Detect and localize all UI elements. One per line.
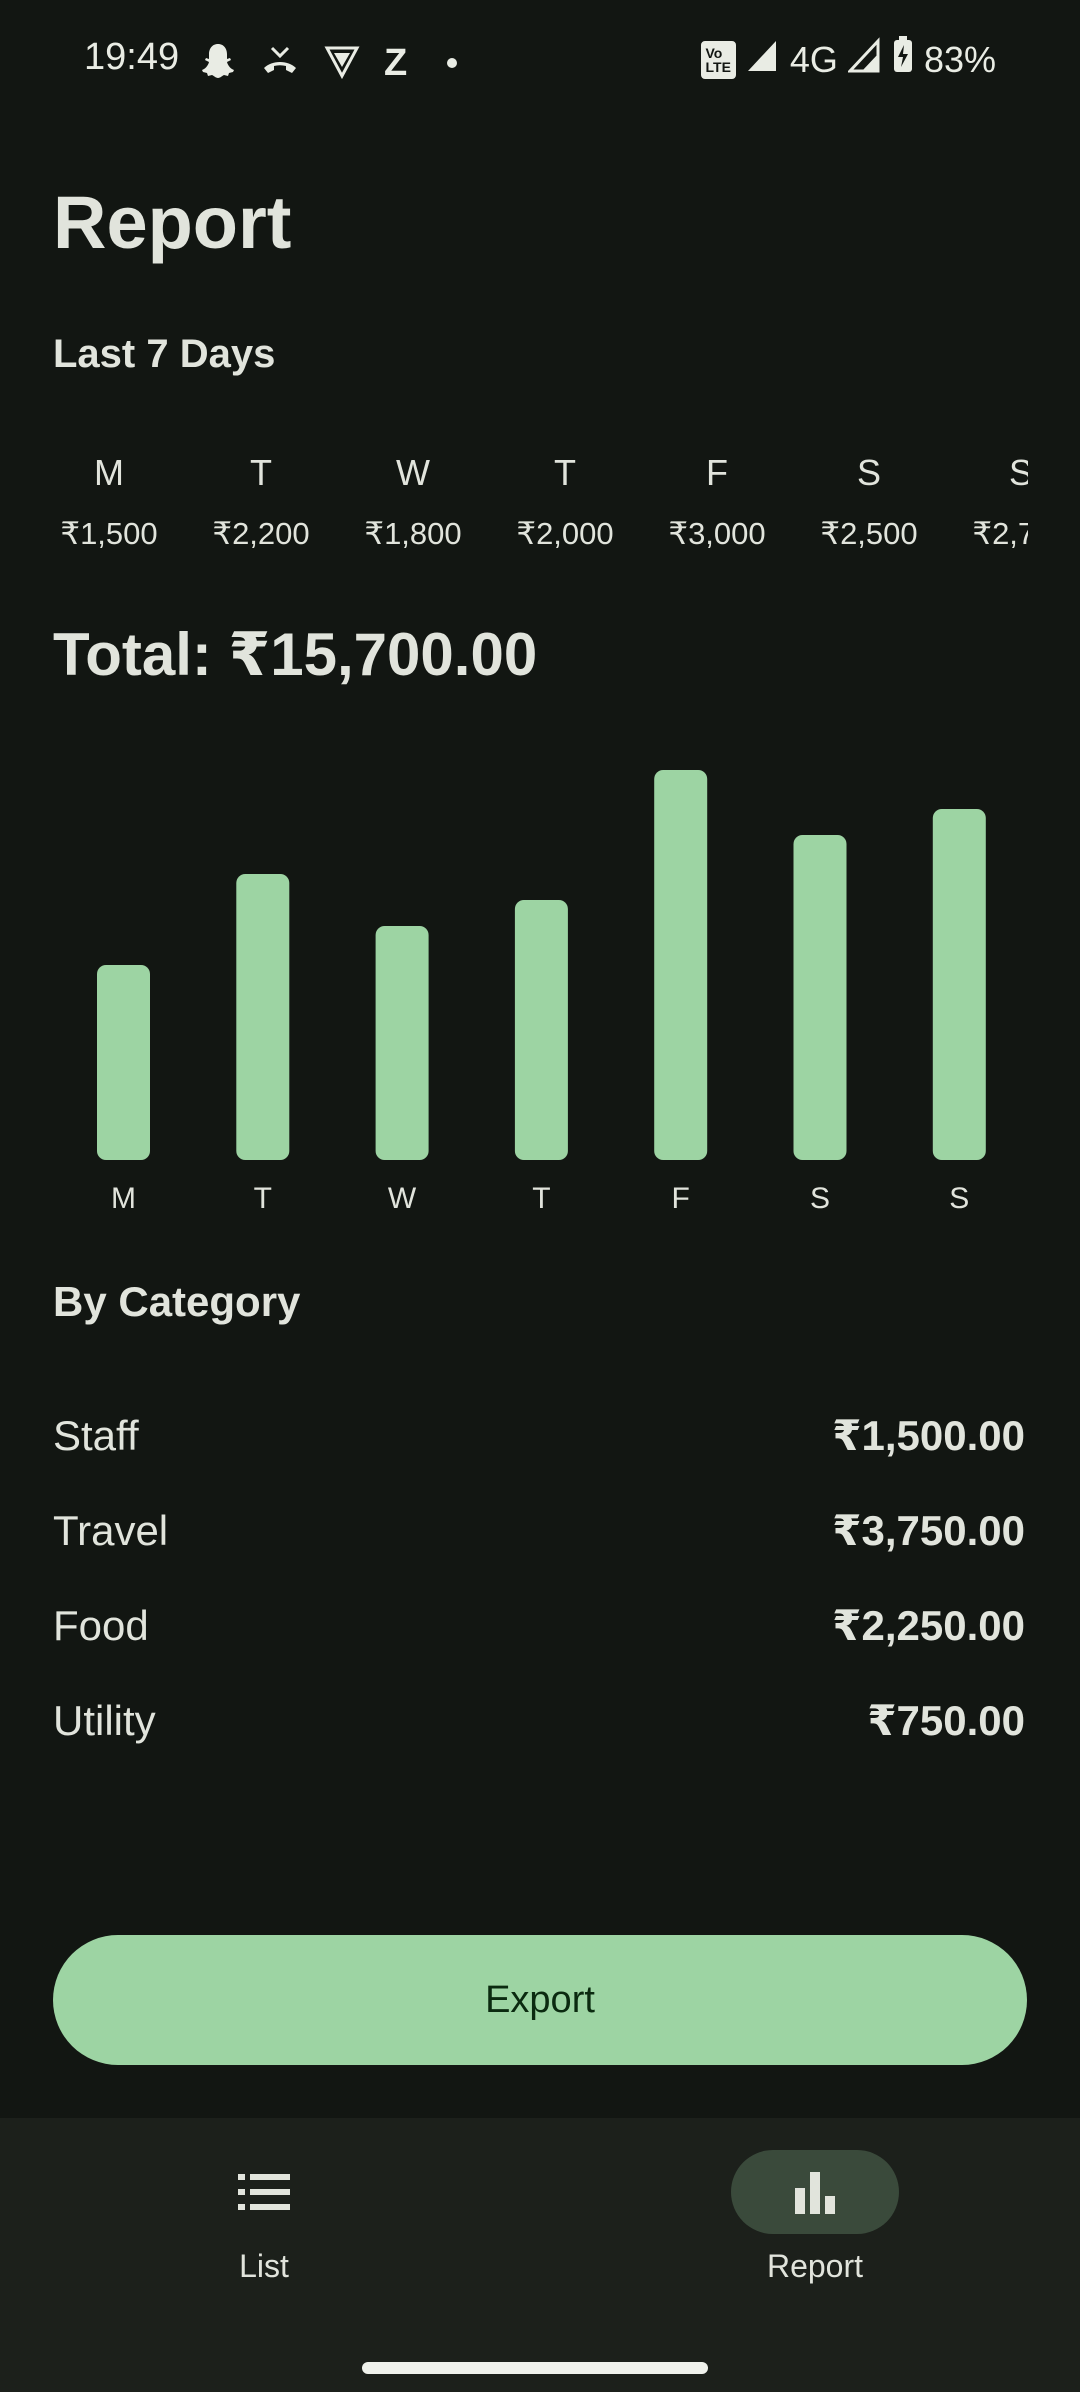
snapchat-icon: [198, 40, 238, 85]
page-title: Report: [53, 181, 292, 264]
total-amount: Total: ₹15,700.00: [53, 621, 538, 688]
nav-item-list[interactable]: List: [144, 2150, 384, 2285]
chart-bar-2: [375, 926, 429, 1160]
day-letter: T: [250, 452, 272, 493]
chart-bar-5: [793, 835, 847, 1160]
day-amount: ₹2,500: [820, 516, 918, 551]
category-name: Food: [53, 1601, 149, 1649]
notification-icons: Z: [198, 40, 458, 85]
day-amount: ₹2,200: [212, 516, 310, 551]
list-icon: [238, 2174, 290, 2210]
bar-chart-icon: [795, 2172, 835, 2214]
nav-list-icon-container: [180, 2150, 348, 2234]
signal-icon: [846, 37, 882, 82]
day-letter: S: [856, 452, 881, 493]
category-name: Travel: [53, 1506, 169, 1554]
chart-bar-0: [97, 965, 150, 1160]
day-amount: ₹1,800: [364, 516, 462, 551]
chart-x-label-5: S: [810, 1182, 830, 1215]
day-amount: ₹3,000: [668, 516, 766, 551]
by-category-heading: By Category: [53, 1278, 301, 1325]
day-amount: ₹1,500: [60, 516, 158, 551]
signal-roaming-icon: [746, 37, 780, 82]
nav-report-label: Report: [766, 2248, 864, 2284]
day-letter: M: [94, 452, 124, 493]
category-amount: ₹2,250.00: [832, 1602, 1025, 1649]
category-name: Utility: [53, 1696, 156, 1744]
day-summary: S ₹2,700: [965, 452, 1028, 552]
nav-list-label: List: [239, 2248, 289, 2284]
status-bar: 19:49 Z Vo LTE 4G 83%: [0, 0, 1080, 124]
chart-x-label-4: F: [672, 1182, 690, 1215]
day-summary: W ₹1,800: [357, 452, 469, 552]
vpn-shield-icon: [322, 40, 362, 85]
day-amount: ₹2,000: [516, 516, 614, 551]
last-7-days-heading: Last 7 Days: [53, 332, 276, 376]
day-summary: M ₹1,500: [53, 452, 165, 552]
day-letter: F: [706, 452, 728, 493]
nav-item-report[interactable]: Report: [695, 2150, 935, 2285]
chart-bar-3: [514, 900, 568, 1160]
nav-report-icon-container: [731, 2150, 899, 2234]
category-name: Staff: [53, 1411, 139, 1459]
battery-charging-icon: [892, 36, 914, 83]
day-letter: T: [554, 452, 576, 493]
chart-bar-6: [932, 809, 986, 1160]
day-letter: S: [1008, 452, 1028, 493]
status-time: 19:49: [84, 36, 180, 78]
more-notifications-dot-icon: [447, 57, 458, 68]
day-summary: S ₹2,500: [813, 452, 925, 552]
chart-bar-4: [654, 770, 708, 1160]
category-amount: ₹1,500.00: [832, 1412, 1025, 1459]
network-type: 4G: [789, 38, 838, 80]
bottom-navigation: List Report: [0, 2118, 1080, 2392]
category-row-utility: Utility ₹750.00: [53, 1673, 1025, 1768]
day-summary: T ₹2,200: [205, 452, 317, 552]
category-list: Staff ₹1,500.00 Travel ₹3,750.00 Food ₹2…: [53, 1388, 1025, 1768]
daily-summary-strip[interactable]: M ₹1,500 T ₹2,200 W ₹1,800 T ₹2,000 F ₹3…: [53, 452, 1028, 562]
chart-x-label-1: T: [254, 1182, 272, 1215]
category-amount: ₹750.00: [867, 1697, 1025, 1744]
chart-x-label-2: W: [388, 1182, 417, 1215]
battery-percent: 83%: [923, 38, 996, 80]
system-status: Vo LTE 4G 83%: [700, 36, 996, 83]
day-letter: W: [396, 452, 430, 493]
z-app-icon: Z: [384, 41, 408, 84]
export-button[interactable]: Export: [53, 1935, 1027, 2065]
home-indicator[interactable]: [362, 2362, 708, 2374]
day-summary: F ₹3,000: [661, 452, 773, 552]
day-summary: T ₹2,000: [509, 452, 621, 552]
missed-call-icon: [260, 40, 300, 85]
chart-x-label-3: T: [532, 1182, 550, 1215]
category-row-staff: Staff ₹1,500.00: [53, 1388, 1025, 1483]
chart-bar-1: [236, 874, 290, 1160]
chart-x-label-0: M: [111, 1182, 136, 1215]
category-amount: ₹3,750.00: [832, 1507, 1025, 1554]
volte-icon: Vo LTE: [700, 40, 736, 79]
category-row-food: Food ₹2,250.00: [53, 1578, 1025, 1673]
chart-x-label-6: S: [949, 1182, 969, 1215]
category-row-travel: Travel ₹3,750.00: [53, 1483, 1025, 1578]
day-amount: ₹2,700: [972, 516, 1028, 551]
